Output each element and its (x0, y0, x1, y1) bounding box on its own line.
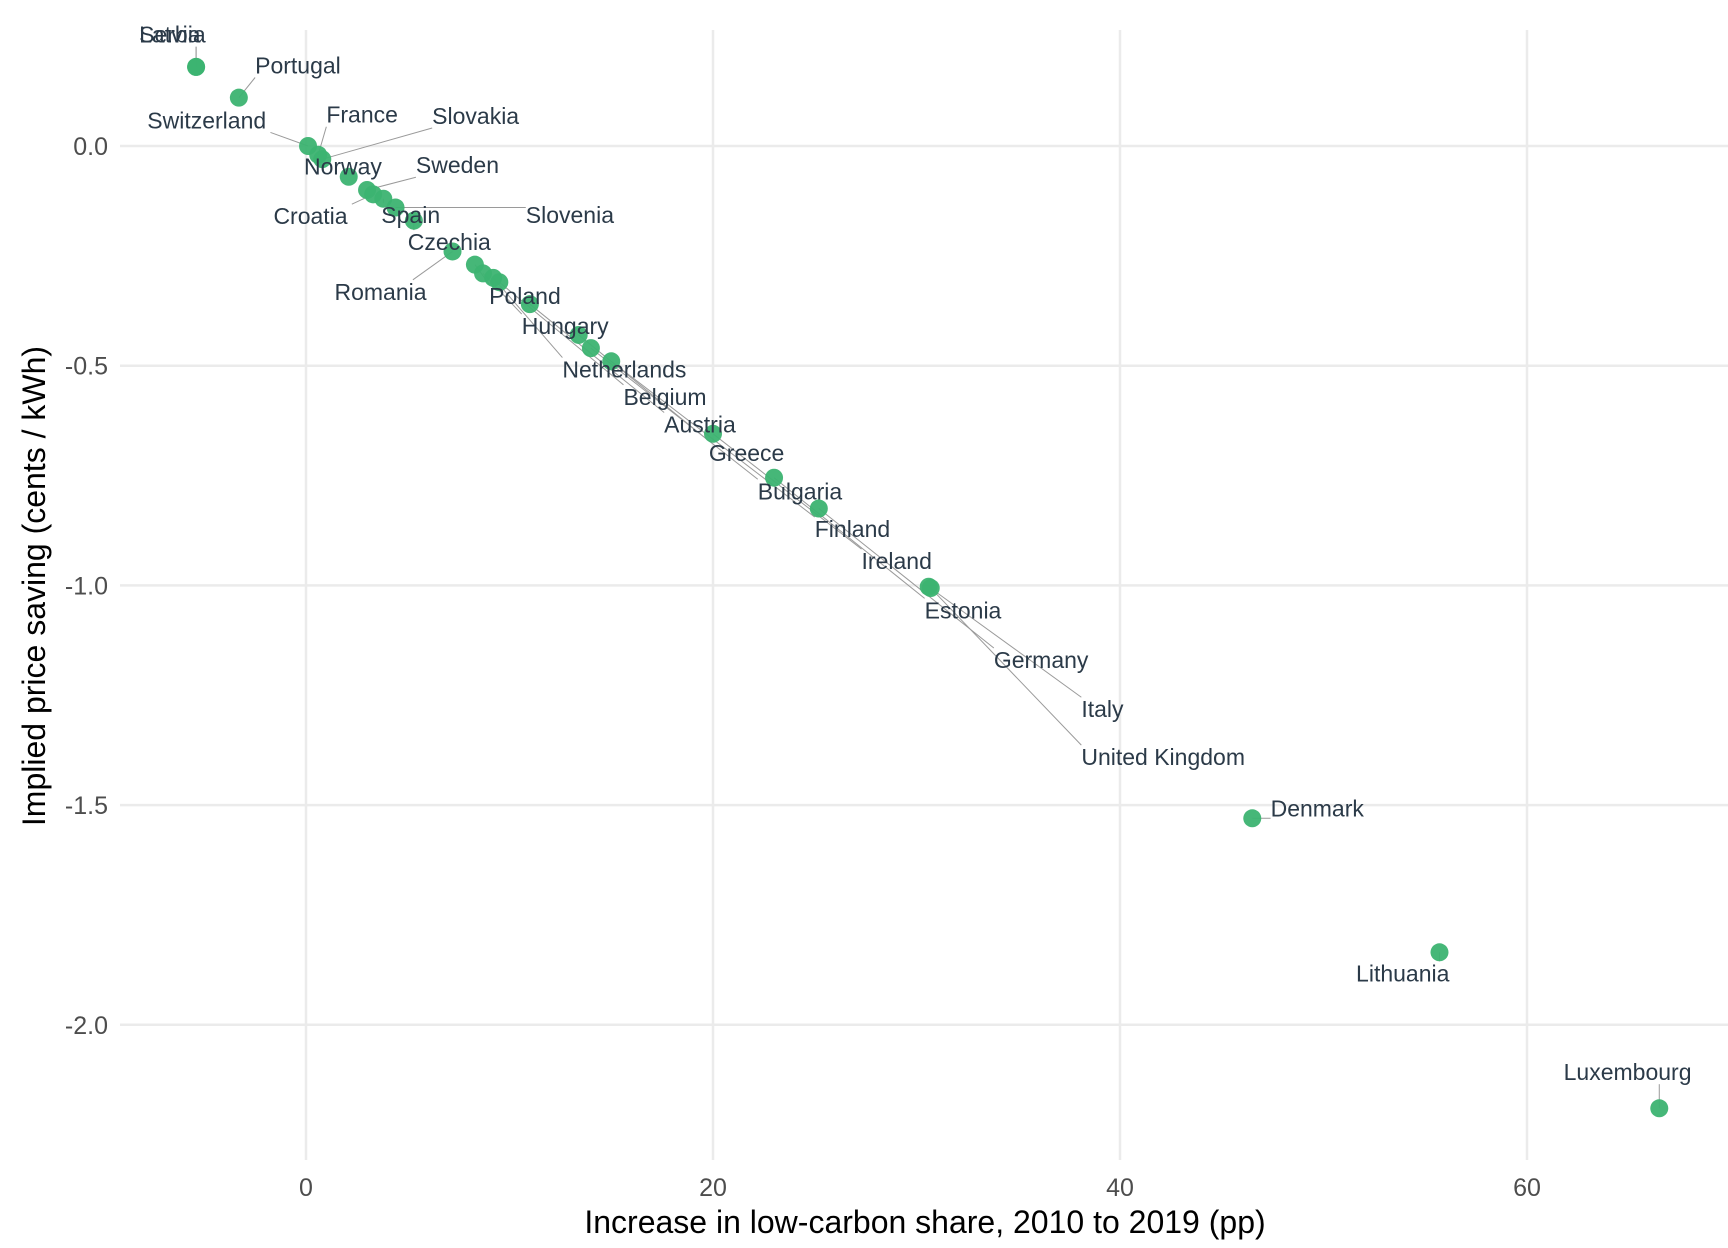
data-point-ireland (704, 424, 722, 443)
data-point-norway (339, 167, 358, 186)
label-sweden: Sweden (416, 152, 499, 178)
label-finland: Finland (815, 516, 890, 542)
label-czechia: Czechia (408, 229, 491, 255)
x-tick-label: 0 (299, 1174, 313, 1202)
label-poland: Poland (489, 283, 561, 309)
label-portugal: Portugal (255, 52, 341, 78)
data-point-romania (443, 242, 462, 261)
label-romania: Romania (334, 279, 426, 305)
data-point-united-kingdom (921, 579, 940, 598)
data-point-denmark (1243, 809, 1262, 828)
data-point-portugal (229, 88, 248, 107)
leader-line-netherlands (492, 277, 563, 358)
label-latvia: Latvia (139, 22, 201, 48)
label-netherlands: Netherlands (562, 357, 686, 383)
label-norway: Norway (304, 154, 382, 180)
data-point-lithuania (1430, 943, 1449, 962)
y-tick-label: -1.0 (65, 572, 108, 600)
y-axis-title: Implied price saving (cents / kWh) (16, 346, 52, 826)
label-hungary: Hungary (522, 313, 609, 339)
axis-tick-labels: 0 20 40 60 0.0 -0.5 -1.0 -1.5 -2.0 (65, 133, 1541, 1202)
label-belgium: Belgium (623, 384, 706, 410)
label-estonia: Estonia (925, 597, 1002, 623)
leader-line-united-kingdom (930, 587, 1082, 746)
label-denmark: Denmark (1271, 796, 1365, 822)
label-serbia: Serbia (139, 22, 206, 48)
data-point-austria (520, 295, 539, 314)
label-slovenia: Slovenia (526, 202, 614, 228)
label-united-kingdom: United Kingdom (1081, 744, 1245, 770)
x-tick-label: 60 (1513, 1174, 1541, 1202)
grid-lines (120, 30, 1728, 1160)
data-point-latvia (187, 57, 206, 76)
data-point-bulgaria (581, 339, 600, 358)
x-tick-label: 20 (699, 1174, 727, 1202)
label-austria: Austria (664, 411, 736, 437)
data-points (187, 57, 1669, 1118)
label-switzerland: Switzerland (147, 107, 266, 133)
leader-line-estonia (773, 477, 925, 599)
label-greece: Greece (709, 440, 784, 466)
label-italy: Italy (1081, 696, 1124, 722)
label-lithuania: Lithuania (1356, 960, 1450, 986)
label-ireland: Ireland (862, 548, 932, 574)
leader-line-germany (818, 508, 995, 649)
label-france: France (326, 102, 398, 128)
label-croatia: Croatia (273, 203, 347, 229)
leader-line-ireland (712, 433, 862, 550)
leader-line-italy (928, 586, 1082, 698)
leader-line-slovakia (322, 127, 433, 160)
x-axis-title: Increase in low-carbon share, 2010 to 20… (584, 1204, 1265, 1240)
data-point-slovakia (313, 150, 332, 169)
y-tick-label: -1.5 (65, 792, 108, 820)
y-tick-label: 0.0 (73, 133, 108, 161)
label-slovakia: Slovakia (432, 103, 519, 129)
data-point-estonia (765, 468, 784, 487)
label-spain: Spain (381, 202, 440, 228)
data-point-slovenia (386, 198, 405, 217)
x-tick-label: 40 (1106, 1174, 1134, 1202)
data-point-greece (569, 325, 588, 344)
label-germany: Germany (994, 647, 1089, 673)
data-point-belgium (490, 273, 509, 292)
data-point-czechia (404, 211, 423, 230)
y-tick-label: -2.0 (65, 1012, 108, 1040)
data-point-finland (602, 352, 621, 371)
data-point-germany (809, 499, 828, 518)
label-luxembourg: Luxembourg (1564, 1059, 1692, 1085)
y-tick-label: -0.5 (65, 353, 108, 381)
leader-line-belgium (499, 281, 624, 386)
label-bulgaria: Bulgaria (758, 478, 843, 504)
data-point-luxembourg (1650, 1099, 1669, 1118)
leader-line-austria (529, 303, 665, 413)
leader-line-bulgaria (590, 347, 759, 480)
